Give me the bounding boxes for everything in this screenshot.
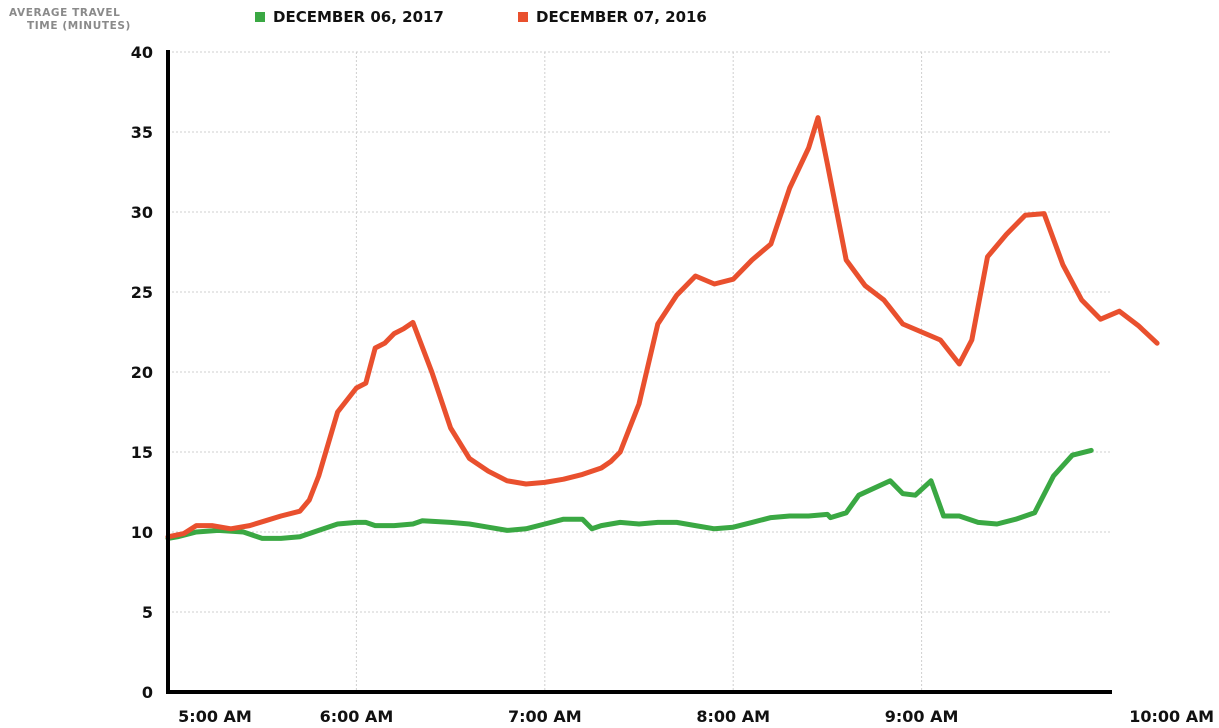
gridlines xyxy=(168,51,1110,692)
legend-swatch-dec-2016 xyxy=(518,12,528,22)
x-tick-180: 8:00 AM xyxy=(696,707,770,726)
legend: DECEMBER 06, 2017 DECEMBER 07, 2016 xyxy=(255,8,707,26)
series-lines xyxy=(165,115,1160,541)
y-tick-0: 0 xyxy=(142,683,153,702)
y-axis-title-line-2: TIME (MINUTES) xyxy=(27,20,131,32)
y-axis-title: AVERAGE TRAVEL TIME (MINUTES) xyxy=(9,7,131,32)
x-tick-labels: 5:00 AM 6:00 AM 7:00 AM 8:00 AM 9:00 AM 10:00… xyxy=(178,707,1214,726)
legend-entry-dec-2017[interactable]: DECEMBER 06, 2017 xyxy=(255,8,444,26)
x-tick-60: 6:00 AM xyxy=(320,707,394,726)
x-tick-0: 5:00 AM xyxy=(178,707,252,726)
y-tick-15: 15 xyxy=(131,443,153,462)
x-tick-120: 7:00 AM xyxy=(508,707,582,726)
y-tick-10: 10 xyxy=(131,523,153,542)
legend-label-dec-2017: DECEMBER 06, 2017 xyxy=(273,8,444,26)
y-tick-5: 5 xyxy=(142,603,153,622)
legend-entry-dec-2016[interactable]: DECEMBER 07, 2016 xyxy=(518,8,707,26)
y-tick-35: 35 xyxy=(131,123,153,142)
y-tick-30: 30 xyxy=(131,203,153,222)
series-line-dec-2017 xyxy=(165,447,1094,541)
x-tick-240: 9:00 AM xyxy=(885,707,959,726)
y-tick-40: 40 xyxy=(131,43,153,62)
x-tick-300: 10:00 AM xyxy=(1129,707,1214,726)
y-tick-20: 20 xyxy=(131,363,153,382)
y-tick-25: 25 xyxy=(131,283,153,302)
y-tick-labels: 0 5 10 15 20 25 30 35 40 xyxy=(131,43,153,702)
series-line-dec-2016 xyxy=(165,115,1160,540)
y-axis-title-line-1: AVERAGE TRAVEL xyxy=(9,7,120,19)
legend-label-dec-2016: DECEMBER 07, 2016 xyxy=(536,8,707,26)
legend-swatch-dec-2017 xyxy=(255,12,265,22)
